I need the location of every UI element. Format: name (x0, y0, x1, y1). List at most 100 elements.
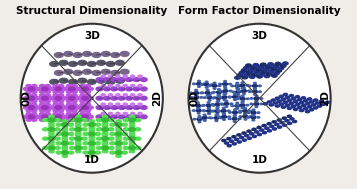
Circle shape (252, 119, 255, 121)
Circle shape (83, 51, 91, 56)
Circle shape (203, 119, 206, 120)
Circle shape (225, 100, 228, 102)
Circle shape (76, 125, 81, 127)
Circle shape (92, 70, 101, 75)
Circle shape (138, 75, 142, 77)
Circle shape (102, 125, 108, 127)
Circle shape (202, 105, 204, 106)
Circle shape (268, 63, 273, 66)
Circle shape (40, 112, 45, 115)
Circle shape (89, 148, 95, 151)
Circle shape (34, 88, 40, 90)
Circle shape (69, 87, 75, 91)
Circle shape (293, 101, 297, 103)
Circle shape (129, 122, 135, 125)
Circle shape (82, 128, 87, 131)
Circle shape (247, 130, 251, 132)
Circle shape (236, 102, 238, 104)
Circle shape (85, 90, 91, 93)
Circle shape (129, 131, 135, 134)
Circle shape (229, 90, 232, 92)
Circle shape (235, 85, 240, 87)
Circle shape (216, 106, 219, 108)
Circle shape (47, 115, 53, 118)
Circle shape (210, 117, 213, 119)
Circle shape (252, 135, 256, 138)
Circle shape (68, 151, 74, 154)
Circle shape (306, 103, 310, 105)
Circle shape (257, 133, 261, 136)
Circle shape (254, 97, 259, 100)
Circle shape (217, 100, 220, 102)
Circle shape (218, 94, 220, 96)
Circle shape (257, 75, 262, 78)
Circle shape (40, 84, 45, 88)
Circle shape (246, 105, 249, 106)
Circle shape (49, 115, 54, 118)
Circle shape (68, 132, 74, 136)
Circle shape (222, 113, 225, 114)
Circle shape (197, 113, 200, 114)
Circle shape (88, 106, 93, 109)
Circle shape (208, 107, 210, 109)
Circle shape (211, 92, 214, 94)
Circle shape (208, 100, 211, 101)
Circle shape (61, 141, 68, 145)
Circle shape (78, 60, 87, 65)
Circle shape (102, 122, 108, 125)
Circle shape (26, 112, 31, 115)
Circle shape (116, 75, 120, 77)
Circle shape (202, 105, 205, 106)
Circle shape (133, 106, 140, 109)
Circle shape (287, 115, 291, 117)
Circle shape (26, 118, 31, 121)
Circle shape (266, 65, 271, 68)
Circle shape (48, 146, 55, 150)
Circle shape (75, 146, 82, 150)
Circle shape (68, 123, 74, 126)
Circle shape (248, 90, 250, 92)
Circle shape (225, 142, 228, 144)
Circle shape (228, 96, 231, 98)
Circle shape (26, 84, 31, 88)
Circle shape (31, 118, 37, 121)
Circle shape (104, 96, 110, 100)
Circle shape (129, 134, 135, 137)
Circle shape (236, 82, 238, 84)
Circle shape (237, 88, 240, 90)
Circle shape (111, 70, 120, 75)
Circle shape (66, 103, 72, 106)
Circle shape (252, 109, 255, 111)
Circle shape (238, 96, 241, 98)
Circle shape (62, 145, 67, 148)
Circle shape (255, 106, 258, 108)
Circle shape (40, 118, 45, 121)
Circle shape (123, 103, 127, 105)
Circle shape (66, 112, 72, 115)
Circle shape (104, 106, 110, 109)
Circle shape (310, 109, 313, 111)
Circle shape (110, 132, 115, 136)
Circle shape (49, 143, 54, 146)
Circle shape (233, 115, 236, 117)
Circle shape (205, 87, 208, 88)
Circle shape (293, 108, 297, 111)
Circle shape (247, 117, 250, 118)
Circle shape (106, 62, 115, 66)
Circle shape (96, 78, 103, 81)
Circle shape (236, 105, 239, 106)
Circle shape (208, 85, 211, 87)
Circle shape (242, 132, 246, 134)
Circle shape (40, 94, 45, 97)
Circle shape (123, 146, 129, 149)
Circle shape (296, 103, 300, 106)
Circle shape (242, 139, 246, 141)
Circle shape (72, 118, 77, 121)
Circle shape (53, 103, 58, 106)
Circle shape (70, 128, 75, 131)
Circle shape (258, 85, 261, 87)
Circle shape (116, 154, 121, 157)
Circle shape (313, 107, 318, 109)
Circle shape (80, 94, 85, 97)
Circle shape (85, 84, 91, 88)
